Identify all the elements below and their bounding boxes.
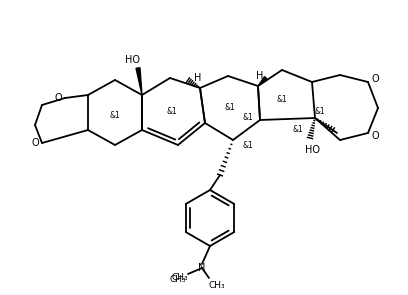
Text: O: O bbox=[54, 93, 62, 103]
Text: O: O bbox=[31, 138, 39, 148]
Text: &1: &1 bbox=[277, 96, 287, 104]
Text: &1: &1 bbox=[243, 140, 253, 150]
Text: H: H bbox=[256, 71, 264, 81]
Text: N: N bbox=[198, 263, 206, 273]
Text: &1: &1 bbox=[225, 104, 235, 112]
Text: H: H bbox=[194, 73, 202, 83]
Text: &1: &1 bbox=[293, 125, 304, 135]
Text: &1: &1 bbox=[166, 107, 177, 117]
Text: HO: HO bbox=[126, 55, 140, 65]
Text: &1: &1 bbox=[110, 111, 120, 119]
Text: O: O bbox=[371, 74, 379, 84]
Text: CH₃: CH₃ bbox=[172, 273, 188, 283]
Polygon shape bbox=[136, 68, 142, 95]
Text: &1: &1 bbox=[243, 114, 253, 122]
Text: CH₃: CH₃ bbox=[170, 276, 186, 284]
Text: CH₃: CH₃ bbox=[208, 281, 225, 291]
Text: O: O bbox=[371, 131, 379, 141]
Polygon shape bbox=[258, 77, 267, 86]
Text: HO: HO bbox=[306, 145, 321, 155]
Text: &1: &1 bbox=[315, 107, 325, 117]
